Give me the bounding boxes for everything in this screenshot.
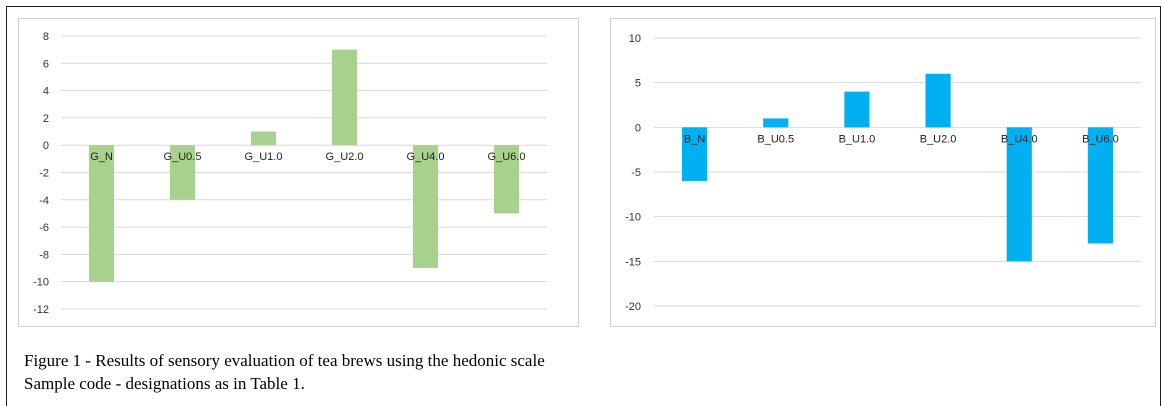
blue-y-tick-label: 10	[629, 33, 641, 45]
green-y-tick-label: -2	[39, 168, 49, 180]
blue-y-tick-label: -20	[625, 301, 641, 313]
blue-bar	[925, 73, 951, 128]
green-category-label: G_U4.0	[407, 151, 445, 163]
green-y-tick-label: 0	[43, 140, 49, 152]
green-category-label: G_U2.0	[326, 151, 364, 163]
blue-category-label: B_U1.0	[839, 133, 876, 145]
blue-category-label: B_U2.0	[920, 133, 957, 145]
green-category-label: G_U0.5	[164, 151, 202, 163]
blue-y-tick-label: -5	[631, 167, 641, 179]
green-y-tick-label: 8	[43, 31, 49, 43]
caption-line-1: Figure 1 - Results of sensory evaluation…	[24, 351, 545, 370]
green-bar-chart: 8 6 4 2 0 -2 -4 -6 -8 -10 -12 G_N G_U0.5 G_U1.0 G_U2.0…	[33, 31, 547, 316]
blue-category-label: B_N	[684, 133, 705, 145]
figure-caption: Figure 1 - Results of sensory evaluation…	[24, 349, 924, 395]
green-bar	[250, 131, 277, 146]
blue-bar	[1087, 127, 1113, 244]
blue-category-label: B_U6.0	[1082, 133, 1119, 145]
green-y-tick-label: 6	[43, 58, 49, 70]
green-bar	[412, 145, 439, 269]
blue-y-tick-label: -15	[625, 256, 641, 268]
blue-bar	[1006, 127, 1032, 262]
green-y-tick-label: -4	[39, 195, 49, 207]
green-category-label: G_N	[90, 151, 113, 163]
blue-y-tick-label: 0	[635, 122, 641, 134]
blue-category-label: B_U0.5	[757, 133, 794, 145]
chart-panel-blue: 10 5 0 -5 -10 -15 -20 B_N B_U0.5 B_U1.0 B_U2.0 B_U4…	[610, 18, 1156, 327]
green-y-tick-label: -12	[33, 304, 49, 316]
green-bar	[331, 49, 358, 146]
green-category-label: G_U1.0	[245, 151, 283, 163]
green-category-label: G_U6.0	[488, 151, 526, 163]
blue-y-tick-label: -10	[625, 212, 641, 224]
green-y-tick-label: 2	[43, 113, 49, 125]
green-y-tick-label: -8	[39, 249, 49, 261]
green-bar	[493, 145, 520, 214]
blue-category-label: B_U4.0	[1001, 133, 1038, 145]
green-bar	[169, 145, 196, 200]
green-y-tick-label: -10	[33, 277, 49, 289]
blue-y-tick-label: 5	[635, 78, 641, 90]
green-y-tick-label: -6	[39, 222, 49, 234]
blue-bar	[682, 127, 708, 181]
caption-line-2: Sample code - designations as in Table 1…	[24, 374, 305, 393]
blue-bar	[844, 91, 870, 128]
figure-frame	[6, 6, 1161, 406]
green-y-tick-label: 4	[43, 86, 49, 98]
chart-panel-green: 8 6 4 2 0 -2 -4 -6 -8 -10 -12 G_N G_U0.5 G_U1.0 G_U2.0…	[18, 18, 579, 327]
blue-bar-chart: 10 5 0 -5 -10 -15 -20 B_N B_U0.5 B_U1.0 B_U2.0 B_U4…	[625, 33, 1141, 313]
blue-bar	[763, 118, 789, 128]
green-bar	[88, 145, 115, 282]
